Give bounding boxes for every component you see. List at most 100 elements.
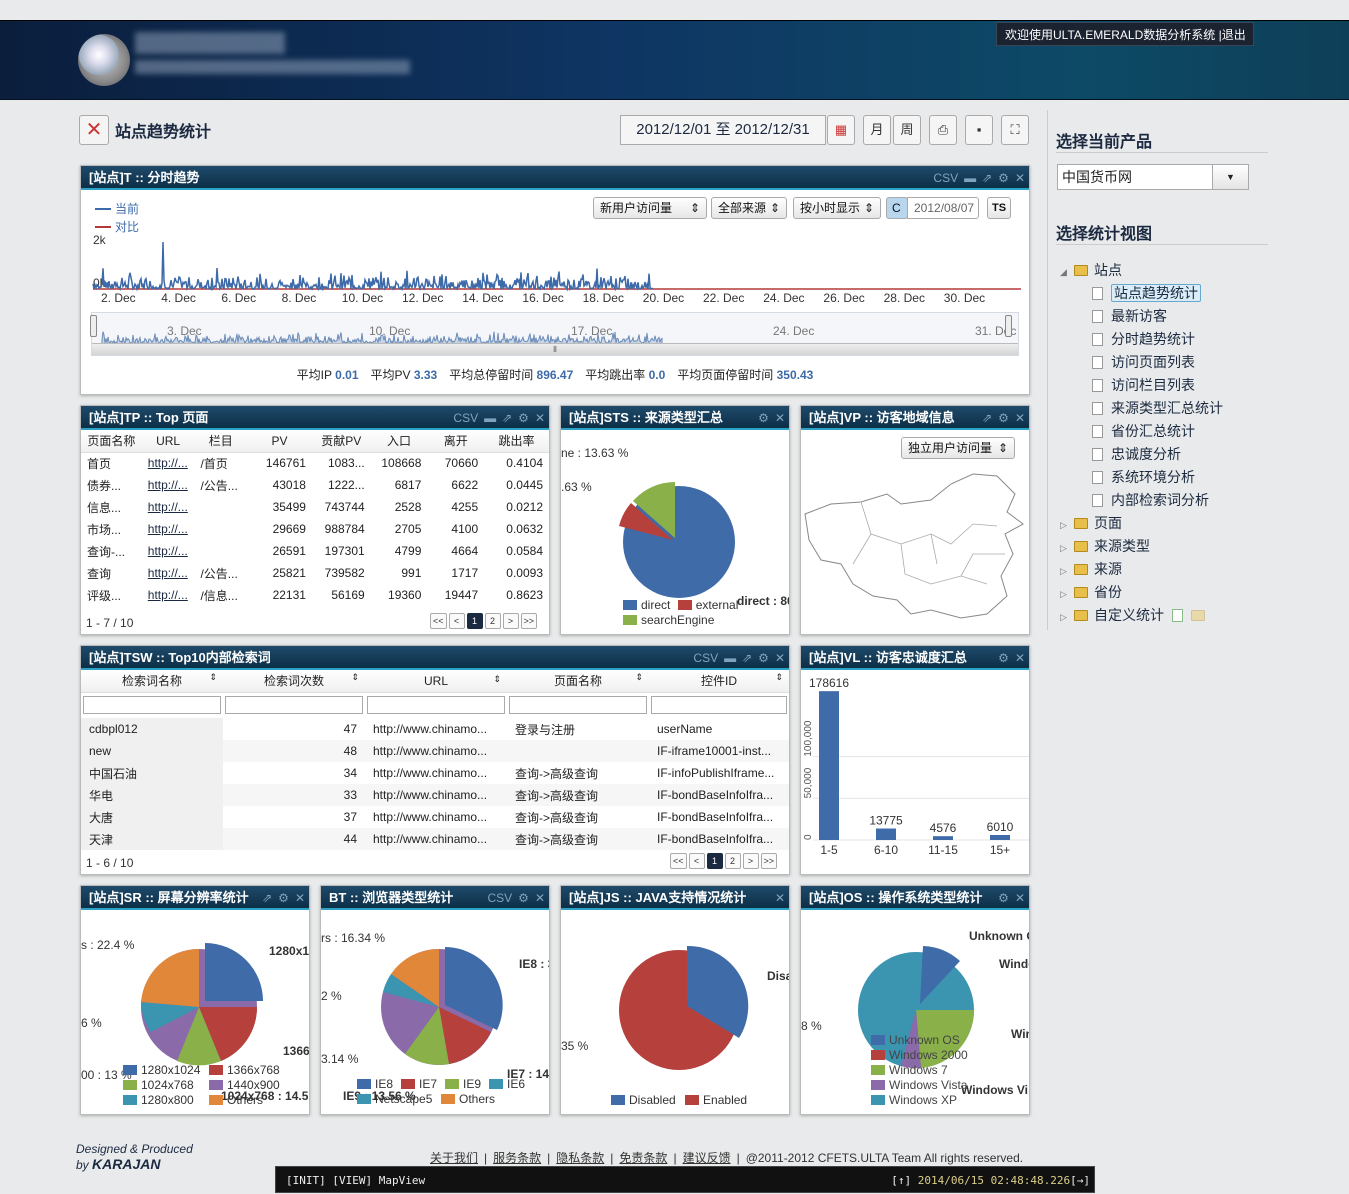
close-icon[interactable]: ✕ bbox=[1014, 651, 1025, 665]
close-icon[interactable]: ✕ bbox=[534, 411, 545, 425]
popout-icon[interactable]: ⇗ bbox=[742, 651, 753, 665]
column-filter-input[interactable] bbox=[509, 696, 647, 715]
popout-icon[interactable]: ⇗ bbox=[982, 411, 993, 425]
legend-item[interactable]: 1024x768 bbox=[123, 1078, 209, 1093]
table-row[interactable]: 天津 44 http://www.chinamo... 查询->高级查询 IF-bond… bbox=[81, 828, 789, 850]
column-filter-input[interactable] bbox=[83, 696, 221, 715]
china-map[interactable] bbox=[801, 464, 1029, 624]
sort-icon[interactable]: ⇕ bbox=[209, 672, 217, 683]
week-button[interactable]: 周 bbox=[893, 115, 921, 145]
column-header[interactable]: 控件ID ⇕ bbox=[649, 670, 789, 693]
tree-node-folder[interactable]: ▷ 省份 bbox=[1060, 584, 1122, 600]
column-header[interactable]: 跳出率 bbox=[484, 430, 549, 453]
legend-item[interactable]: 1366x768 bbox=[209, 1063, 295, 1078]
settings-icon[interactable]: ⚙ bbox=[518, 891, 529, 905]
navigator-right-handle[interactable] bbox=[1005, 315, 1012, 337]
url-link[interactable]: http://... bbox=[147, 456, 188, 471]
column-header[interactable]: 页面名称 ⇕ bbox=[507, 670, 649, 693]
table-row[interactable]: 查询 http://... /公告... 25821 739582 991 1717 0.00… bbox=[81, 562, 549, 584]
date-range-display[interactable]: 2012/12/01 至 2012/12/31 bbox=[620, 115, 826, 145]
settings-icon[interactable]: ⚙ bbox=[758, 651, 769, 665]
tree-node-folder[interactable]: ▷ 来源类型 bbox=[1060, 538, 1150, 554]
legend-item[interactable]: IE6 bbox=[489, 1077, 533, 1092]
url-link[interactable]: http://... bbox=[147, 478, 188, 492]
legend-item[interactable]: Others bbox=[441, 1092, 525, 1107]
save-icon[interactable]: ▪ bbox=[965, 115, 993, 145]
tree-leaf[interactable]: 最新访客 bbox=[1092, 306, 1167, 326]
legend-item[interactable]: IE7 bbox=[401, 1077, 445, 1092]
footer-link[interactable]: 免责条款 bbox=[619, 1151, 668, 1165]
table-row[interactable]: 债券... http://... /公告... 43018 1222... 6817 662… bbox=[81, 474, 549, 496]
legend[interactable]: Unknown OS Windows 2000 Windows 7 Windows V… bbox=[871, 1033, 968, 1108]
settings-icon[interactable]: ⚙ bbox=[998, 891, 1009, 905]
page-button[interactable]: > bbox=[742, 853, 759, 869]
page-button[interactable]: 2 bbox=[724, 853, 741, 869]
legend-item[interactable]: Others bbox=[209, 1093, 295, 1108]
table-row[interactable]: 市场... http://... 29669 988784 2705 4100 0.0632 bbox=[81, 518, 549, 540]
page-button[interactable]: < bbox=[448, 613, 465, 629]
popout-icon[interactable]: ⇗ bbox=[982, 171, 993, 185]
column-filter-input[interactable] bbox=[225, 696, 363, 715]
legend-item[interactable]: IE8 bbox=[357, 1077, 401, 1092]
url-link[interactable]: http://... bbox=[147, 566, 188, 580]
close-icon[interactable]: ✕ bbox=[534, 891, 545, 905]
legend-item[interactable]: Windows XP bbox=[871, 1093, 968, 1108]
legend-compare[interactable]: 对比 bbox=[95, 218, 139, 235]
url-link[interactable]: http://... bbox=[147, 588, 188, 602]
column-header[interactable]: 检索词名称 ⇕ bbox=[81, 670, 223, 693]
column-header[interactable]: URL ⇕ bbox=[365, 670, 507, 693]
tree-leaf[interactable]: 站点趋势统计 bbox=[1092, 283, 1201, 303]
settings-icon[interactable]: ⚙ bbox=[278, 891, 289, 905]
close-icon[interactable]: ✕ bbox=[774, 651, 785, 665]
popout-icon[interactable]: ⇗ bbox=[502, 411, 513, 425]
expand-arrow-icon[interactable]: ▷ bbox=[1060, 589, 1067, 599]
chevron-down-icon[interactable]: ▼ bbox=[1212, 165, 1248, 189]
settings-icon[interactable]: ⚙ bbox=[998, 411, 1009, 425]
compare-toggle-button[interactable]: C bbox=[886, 197, 908, 219]
settings-icon[interactable]: ⚙ bbox=[758, 411, 769, 425]
table-row[interactable]: cdbpl012 47 http://www.chinamo... 登录与注册 user… bbox=[81, 718, 789, 740]
tree-node-site[interactable]: ◢ 站点 bbox=[1060, 262, 1122, 278]
navigator-scrollbar[interactable]: ⦀ bbox=[92, 343, 1018, 355]
legend-item[interactable]: 1280x800 bbox=[123, 1093, 209, 1108]
table-row[interactable]: 华电 33 http://www.chinamo... 查询->高级查询 IF-bond… bbox=[81, 784, 789, 806]
close-icon[interactable]: ✕ bbox=[1014, 891, 1025, 905]
sort-icon[interactable]: ⇕ bbox=[775, 672, 783, 683]
settings-icon[interactable]: ⚙ bbox=[998, 651, 1009, 665]
legend[interactable]: 1280x1024 1366x768 1024x768 1440x900 1280x80… bbox=[123, 1063, 295, 1108]
tree-node-folder[interactable]: ▷ 页面 bbox=[1060, 515, 1122, 531]
table-row[interactable]: new 48 http://www.chinamo... IF-iframe10001… bbox=[81, 740, 789, 762]
footer-link[interactable]: 建议反馈 bbox=[682, 1151, 731, 1165]
close-icon[interactable]: ✕ bbox=[774, 411, 785, 425]
sort-icon[interactable]: ⇕ bbox=[351, 672, 359, 683]
tree-leaf[interactable]: 访问页面列表 bbox=[1092, 352, 1195, 372]
url-link[interactable]: http://... bbox=[147, 522, 188, 536]
expand-arrow-icon[interactable]: ▷ bbox=[1060, 543, 1067, 553]
column-header[interactable]: URL bbox=[141, 430, 195, 453]
column-header[interactable]: 检索词次数 ⇕ bbox=[223, 670, 365, 693]
legend-item[interactable]: Windows 7 bbox=[871, 1063, 968, 1078]
page-button[interactable]: < bbox=[688, 853, 705, 869]
footer-link[interactable]: 隐私条款 bbox=[556, 1151, 605, 1165]
legend[interactable]: Disabled Enabled bbox=[611, 1093, 747, 1107]
close-icon[interactable]: ✕ bbox=[1014, 411, 1025, 425]
table-row[interactable]: 首页 http://... /首页 146761 1083... 108668 70660 0… bbox=[81, 452, 549, 474]
mode-select[interactable]: 按小时显示 ⇕ bbox=[793, 197, 881, 219]
tree-leaf[interactable]: 分时趋势统计 bbox=[1092, 329, 1195, 349]
add-icon[interactable] bbox=[1172, 609, 1183, 622]
tree-leaf[interactable]: 内部检索词分析 bbox=[1092, 490, 1209, 510]
page-button[interactable]: << bbox=[430, 613, 447, 629]
logout-link[interactable]: 退出 bbox=[1221, 28, 1246, 42]
footer-link[interactable]: 关于我们 bbox=[430, 1151, 479, 1165]
page-button[interactable]: > bbox=[502, 613, 519, 629]
csv-export-button[interactable]: CSV bbox=[693, 651, 719, 665]
column-header[interactable]: 离开 bbox=[427, 430, 485, 453]
page-button[interactable]: 1 bbox=[466, 613, 483, 629]
tree-leaf[interactable]: 系统环境分析 bbox=[1092, 467, 1195, 487]
minimize-icon[interactable]: ▬ bbox=[484, 411, 497, 425]
legend[interactable]: IE8 IE7 IE9 IE6 Netscape5 Others bbox=[357, 1077, 533, 1107]
legend-item[interactable]: IE9 bbox=[445, 1077, 489, 1092]
legend-item[interactable]: searchEngine bbox=[623, 613, 714, 627]
column-filter-input[interactable] bbox=[651, 696, 787, 715]
legend-item[interactable]: Windows 2000 bbox=[871, 1048, 968, 1063]
